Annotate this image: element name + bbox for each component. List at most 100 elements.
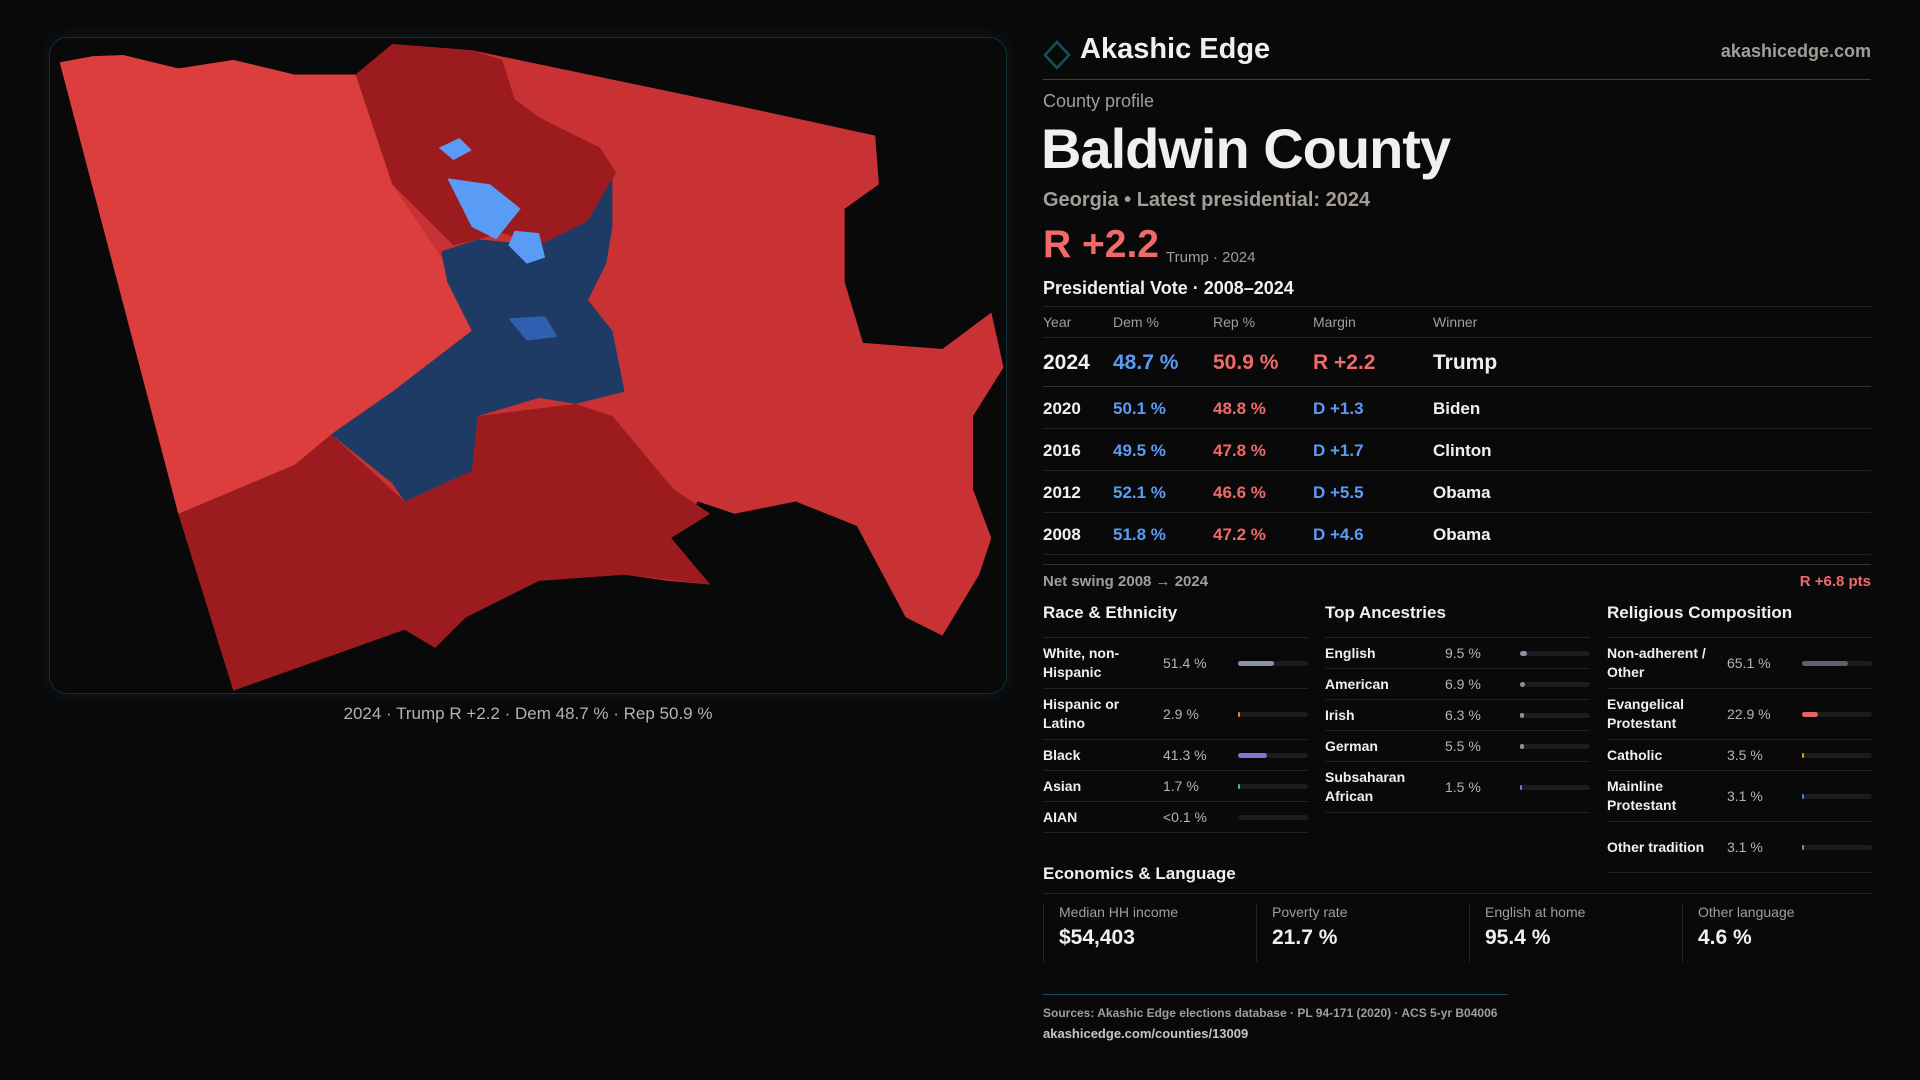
col-winner: Winner: [1433, 314, 1478, 330]
race-value: 2.9 %: [1163, 706, 1199, 722]
vote-cell-year: 2020: [1043, 398, 1081, 418]
county-map[interactable]: [49, 37, 1007, 694]
ancestry-bar: [1520, 743, 1590, 749]
precinct-south[interactable]: [178, 403, 711, 691]
swing-value: R +6.8 pts: [1799, 573, 1871, 590]
vote-row: 2008 51.8 % 47.2 % D +4.6 Obama: [1043, 513, 1871, 555]
race-bar: [1238, 752, 1308, 758]
race-label: Hispanic or Latino: [1043, 696, 1120, 731]
stat-label: English at home: [1485, 904, 1586, 920]
religion-row: Non-adherent / Other 65.1 %: [1607, 638, 1872, 689]
race-section: Race & Ethnicity White, non-Hispanic 51.4 …: [1043, 603, 1308, 833]
headline-margin-note: Trump · 2024: [1166, 249, 1256, 266]
ancestry-row: Irish 6.3 %: [1325, 700, 1590, 731]
religion-label: Mainline Protestant: [1607, 778, 1677, 813]
ancestry-row: German 5.5 %: [1325, 731, 1590, 762]
religion-heading: Religious Composition: [1607, 603, 1793, 622]
religion-bar-fill: [1802, 793, 1805, 799]
ancestry-label: German: [1325, 737, 1378, 754]
race-row: Hispanic or Latino 2.9 %: [1043, 689, 1308, 740]
race-bar: [1238, 783, 1308, 789]
ancestry-value: 9.5 %: [1445, 645, 1481, 661]
ancestry-bar-fill: [1520, 784, 1522, 790]
precinct-milledgeville-1[interactable]: [438, 138, 472, 160]
religion-bar-fill: [1802, 752, 1805, 758]
race-heading: Race & Ethnicity: [1043, 603, 1178, 622]
stat-english: English at home 95.4 %: [1469, 904, 1669, 962]
vote-cell-margin: R +2.2: [1313, 350, 1376, 374]
religion-bar: [1802, 844, 1872, 850]
logo-diamond-icon: [1043, 40, 1071, 70]
ancestry-label: American: [1325, 675, 1389, 692]
vote-cell-rep: 47.2 %: [1213, 524, 1266, 544]
religion-bar-fill: [1802, 660, 1848, 666]
ancestry-row: English 9.5 %: [1325, 638, 1590, 669]
race-row: Asian 1.7 %: [1043, 771, 1308, 802]
race-bar-fill: [1238, 752, 1267, 758]
col-rep: Rep %: [1213, 314, 1256, 330]
race-label: Asian: [1043, 777, 1082, 794]
vote-cell-margin: D +1.7: [1313, 440, 1364, 460]
religion-row: Evangelical Protestant 22.9 %: [1607, 689, 1872, 740]
race-bar: [1238, 660, 1308, 666]
race-value: 1.7 %: [1163, 778, 1199, 794]
header-divider: [1043, 79, 1871, 80]
vote-cell-dem: 52.1 %: [1113, 482, 1166, 502]
ancestry-value: 6.9 %: [1445, 676, 1481, 692]
vote-cell-winner: Clinton: [1433, 440, 1492, 460]
stat-value: $54,403: [1059, 926, 1135, 949]
stat-value: 21.7 %: [1272, 926, 1338, 949]
brand-site-link[interactable]: akashicedge.com: [1720, 41, 1871, 61]
vote-cell-dem: 49.5 %: [1113, 440, 1166, 460]
precinct-milledgeville-2[interactable]: [447, 178, 521, 240]
race-bar-fill: [1238, 783, 1240, 789]
vote-cell-year: 2024: [1043, 350, 1090, 374]
ancestry-label: Irish: [1325, 706, 1355, 723]
race-label: White, non-Hispanic: [1043, 645, 1120, 680]
precinct-milledgeville-4[interactable]: [508, 316, 558, 341]
econ-heading: Economics & Language: [1043, 864, 1236, 883]
footer-sources: Sources: Akashic Edge elections database…: [1043, 1006, 1498, 1020]
precinct-center[interactable]: [331, 178, 625, 502]
stat-poverty: Poverty rate 21.7 %: [1256, 904, 1456, 962]
page-kicker: County profile: [1043, 91, 1155, 111]
religion-row: Catholic 3.5 %: [1607, 740, 1872, 771]
race-row: Black 41.3 %: [1043, 740, 1308, 771]
stat-income: Median HH income $54,403: [1043, 904, 1243, 962]
religion-value: 65.1 %: [1727, 655, 1771, 671]
ancestry-bar-fill: [1520, 650, 1527, 656]
religion-label: Non-adherent / Other: [1607, 645, 1706, 680]
vote-row: 2020 50.1 % 48.8 % D +1.3 Biden: [1043, 387, 1871, 429]
vote-cell-winner: Obama: [1433, 482, 1491, 502]
stat-label: Poverty rate: [1272, 904, 1348, 920]
vote-cell-margin: D +1.3: [1313, 398, 1364, 418]
stat-value: 4.6 %: [1698, 926, 1752, 949]
precinct-north[interactable]: [355, 44, 617, 252]
race-bar: [1238, 814, 1308, 820]
divider: [1043, 564, 1871, 565]
precinct-milledgeville-3[interactable]: [508, 230, 546, 264]
vote-row: 2012 52.1 % 46.6 % D +5.5 Obama: [1043, 471, 1871, 513]
stat-label: Median HH income: [1059, 904, 1179, 920]
ancestry-section: Top Ancestries English 9.5 % American 6.9 % I…: [1325, 603, 1590, 813]
ancestry-heading: Top Ancestries: [1325, 603, 1446, 622]
footer-url[interactable]: akashicedge.com/counties/13009: [1043, 1026, 1249, 1041]
divider: [1043, 306, 1871, 307]
headline-margin: R +2.2: [1043, 223, 1159, 266]
ancestry-row: American 6.9 %: [1325, 669, 1590, 700]
religion-label: Evangelical Protestant: [1607, 696, 1685, 731]
race-label: Black: [1043, 746, 1081, 763]
vote-heading: Presidential Vote · 2008–2024: [1043, 278, 1294, 298]
ancestry-bar-fill: [1520, 743, 1524, 749]
ancestry-label: Subsaharan African: [1325, 769, 1406, 804]
divider: [1043, 893, 1871, 894]
precinct-west[interactable]: [59, 55, 472, 514]
religion-value: 3.5 %: [1727, 747, 1763, 763]
vote-cell-winner: Obama: [1433, 524, 1491, 544]
religion-value: 3.1 %: [1727, 839, 1763, 855]
race-bar-fill: [1238, 660, 1274, 666]
vote-row: 2016 49.5 % 47.8 % D +1.7 Clinton: [1043, 429, 1871, 471]
divider: [1043, 337, 1871, 338]
stat-value: 95.4 %: [1485, 926, 1551, 949]
vote-cell-rep: 47.8 %: [1213, 440, 1266, 460]
